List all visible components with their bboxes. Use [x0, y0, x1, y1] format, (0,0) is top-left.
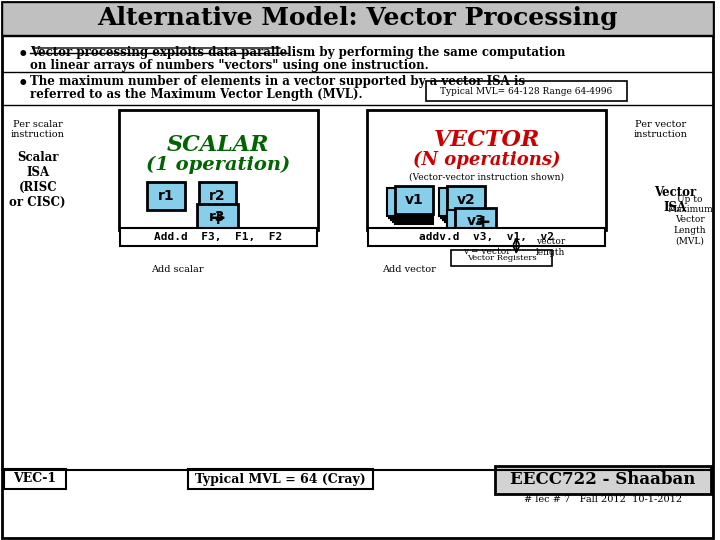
FancyBboxPatch shape [4, 469, 66, 489]
Text: (1 operation): (1 operation) [146, 156, 291, 174]
Text: Add vector: Add vector [382, 266, 436, 274]
Text: addv.d  v3,  v1,  v2: addv.d v3, v1, v2 [419, 232, 554, 242]
Text: v2: v2 [456, 193, 475, 207]
FancyBboxPatch shape [495, 466, 711, 494]
FancyBboxPatch shape [393, 194, 431, 222]
Text: +: + [475, 213, 492, 232]
FancyBboxPatch shape [449, 212, 490, 238]
Text: •: • [18, 46, 29, 64]
FancyBboxPatch shape [199, 182, 236, 210]
Text: Vector
ISA: Vector ISA [654, 186, 696, 214]
Text: on linear arrays of numbers "vectors" using one instruction.: on linear arrays of numbers "vectors" us… [30, 59, 428, 72]
FancyBboxPatch shape [447, 186, 485, 214]
Text: Typical MVL = 64 (Cray): Typical MVL = 64 (Cray) [194, 472, 365, 485]
Text: r1: r1 [158, 189, 174, 203]
FancyBboxPatch shape [120, 228, 317, 246]
FancyBboxPatch shape [453, 216, 495, 242]
FancyBboxPatch shape [119, 110, 318, 230]
FancyBboxPatch shape [391, 192, 429, 220]
FancyBboxPatch shape [447, 210, 488, 236]
FancyBboxPatch shape [188, 469, 374, 489]
FancyBboxPatch shape [451, 250, 552, 266]
FancyBboxPatch shape [197, 204, 238, 230]
FancyBboxPatch shape [2, 2, 713, 35]
FancyBboxPatch shape [395, 186, 433, 214]
FancyBboxPatch shape [367, 110, 606, 230]
Text: Add.d  F3,  F1,  F2: Add.d F3, F1, F2 [154, 232, 282, 242]
Text: VEC-1: VEC-1 [13, 472, 56, 485]
Text: (Vector-vector instruction shown): (Vector-vector instruction shown) [409, 172, 564, 181]
Text: Vector processing exploits data parallelism by performing the same computation: Vector processing exploits data parallel… [30, 46, 565, 59]
Text: Up to
Maximum
Vector
Length
(MVL): Up to Maximum Vector Length (MVL) [667, 195, 713, 245]
FancyBboxPatch shape [443, 192, 480, 220]
Text: •: • [18, 75, 29, 93]
Text: VECTOR: VECTOR [433, 129, 540, 151]
Text: Vector Registers: Vector Registers [467, 254, 536, 262]
Text: Alternative Model: Vector Processing: Alternative Model: Vector Processing [97, 6, 618, 30]
Text: r2: r2 [209, 189, 226, 203]
Text: r3: r3 [210, 210, 225, 224]
FancyBboxPatch shape [441, 190, 479, 218]
Text: # lec # 7   Fall 2012  10-1-2012: # lec # 7 Fall 2012 10-1-2012 [523, 496, 682, 504]
FancyBboxPatch shape [147, 182, 184, 210]
FancyBboxPatch shape [445, 194, 482, 222]
Text: The maximum number of elements in a vector supported by a vector ISA is: The maximum number of elements in a vect… [30, 75, 525, 88]
FancyBboxPatch shape [439, 188, 477, 216]
Text: (N operations): (N operations) [413, 151, 560, 169]
FancyBboxPatch shape [369, 228, 605, 246]
Text: Typical MVL= 64-128 Range 64-4996: Typical MVL= 64-128 Range 64-4996 [440, 86, 613, 96]
FancyBboxPatch shape [447, 196, 485, 224]
FancyBboxPatch shape [455, 208, 497, 234]
Text: EECC722 - Shaaban: EECC722 - Shaaban [510, 471, 696, 489]
Text: Scalar
ISA
(RISC
or CISC): Scalar ISA (RISC or CISC) [9, 151, 66, 209]
Text: referred to as the Maximum Vector Length (MVL).: referred to as the Maximum Vector Length… [30, 88, 362, 101]
Text: vector
length: vector length [536, 237, 565, 256]
FancyBboxPatch shape [426, 81, 626, 101]
Text: v = vector: v = vector [463, 247, 510, 256]
FancyBboxPatch shape [390, 190, 427, 218]
Text: +: + [210, 208, 227, 227]
Text: Per scalar
instruction: Per scalar instruction [11, 120, 65, 139]
Text: Per vector
instruction: Per vector instruction [634, 120, 687, 139]
FancyBboxPatch shape [395, 196, 433, 224]
Text: SCALAR: SCALAR [167, 134, 270, 156]
Text: v1: v1 [405, 193, 423, 207]
FancyBboxPatch shape [387, 188, 425, 216]
FancyBboxPatch shape [455, 218, 497, 244]
Text: v3: v3 [467, 214, 485, 228]
Text: Add scalar: Add scalar [151, 265, 204, 273]
FancyBboxPatch shape [451, 214, 492, 240]
